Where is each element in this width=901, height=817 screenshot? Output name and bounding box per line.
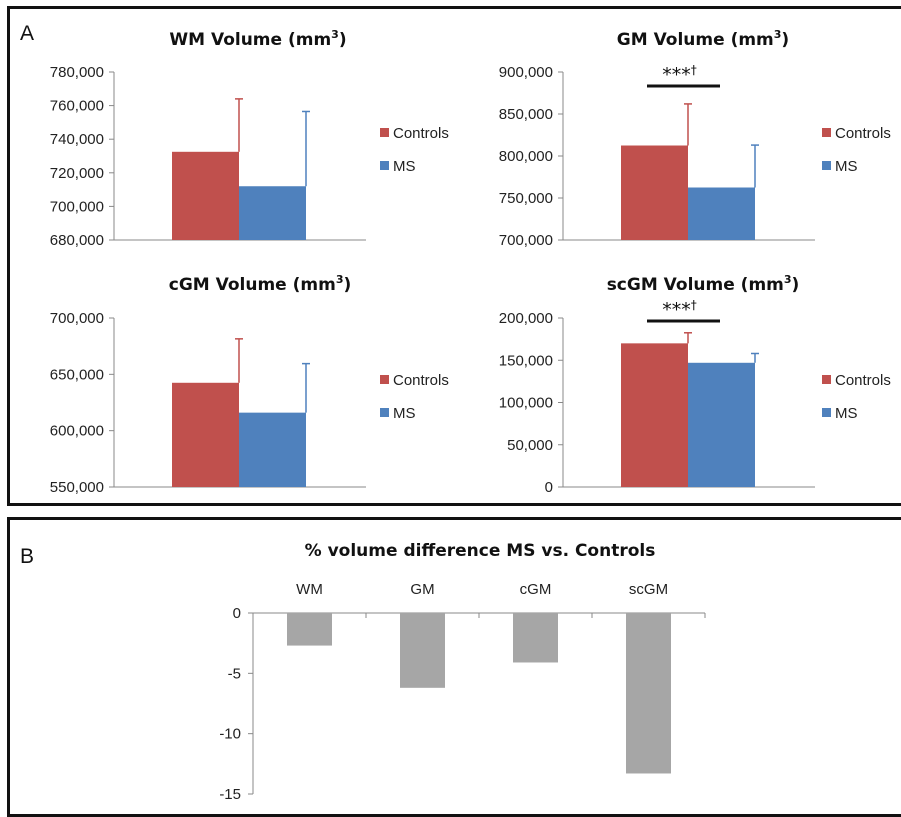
bar-wm	[287, 613, 332, 646]
bar-gm	[400, 613, 445, 688]
volume-chart-3: cGM Volume (mm3) 550,000 600,000 650,000 700…	[50, 273, 449, 496]
y-tick-label: 740,000	[50, 131, 104, 148]
chart-title: WM Volume (mm3)	[169, 28, 346, 50]
y-tick-label: 0	[545, 479, 553, 496]
category-label-wm: WM	[296, 581, 323, 598]
legend-label-ms: MS	[835, 158, 858, 175]
category-label-scgm: scGM	[629, 581, 668, 598]
legend-swatch-ms	[822, 408, 831, 417]
bar-ms	[688, 187, 755, 240]
y-tick-label: 100,000	[499, 395, 553, 412]
legend-label-controls: Controls	[393, 372, 449, 389]
legend-label-controls: Controls	[393, 125, 449, 142]
chart-title: scGM Volume (mm3)	[607, 273, 800, 295]
legend-swatch-controls	[822, 128, 831, 137]
chart-title: % volume difference MS vs. Controls	[305, 541, 656, 561]
y-tick-label: 0	[233, 605, 241, 622]
chart-title: GM Volume (mm3)	[617, 28, 789, 50]
bar-scgm	[626, 613, 671, 774]
y-tick-label: -10	[219, 726, 241, 743]
bar-controls	[172, 151, 239, 240]
y-tick-label: 720,000	[50, 165, 104, 182]
y-tick-label: 850,000	[499, 106, 553, 123]
y-tick-label: 200,000	[499, 310, 553, 327]
y-tick-label: 760,000	[50, 98, 104, 115]
legend-label-controls: Controls	[835, 125, 891, 142]
y-tick-label: -5	[228, 665, 241, 682]
bar-cgm	[513, 613, 558, 663]
y-tick-label: 600,000	[50, 423, 104, 440]
legend-swatch-ms	[380, 161, 389, 170]
difference-chart: % volume difference MS vs. Controls 0 -5 -1…	[219, 541, 706, 803]
category-label-gm: GM	[410, 581, 434, 598]
bar-controls	[621, 343, 688, 487]
legend-label-controls: Controls	[835, 372, 891, 389]
volume-chart-1: WM Volume (mm3) 680,000 700,000 720,000 740,…	[50, 28, 449, 249]
legend-label-ms: MS	[835, 405, 858, 422]
significance-label: ***†	[662, 298, 697, 321]
y-tick-label: 700,000	[50, 310, 104, 327]
legend-swatch-ms	[822, 161, 831, 170]
legend-swatch-controls	[822, 375, 831, 384]
category-label-cgm: cGM	[520, 581, 552, 598]
panel-b-letter: B	[20, 545, 35, 568]
y-tick-label: 800,000	[499, 148, 553, 165]
panel-a-letter: A	[20, 22, 35, 45]
y-tick-label: 650,000	[50, 366, 104, 383]
legend-swatch-controls	[380, 375, 389, 384]
legend-label-ms: MS	[393, 158, 416, 175]
y-tick-label: 700,000	[499, 232, 553, 249]
y-tick-label: 550,000	[50, 479, 104, 496]
bar-ms	[239, 186, 306, 240]
bar-ms	[688, 362, 755, 487]
significance-label: ***†	[662, 63, 697, 86]
bar-ms	[239, 412, 306, 487]
panel-a-frame	[7, 6, 901, 506]
chart-title: cGM Volume (mm3)	[169, 273, 352, 295]
y-tick-label: -15	[219, 786, 241, 803]
volume-chart-4: scGM Volume (mm3) 0 50,000 100,000 150,000 20…	[499, 273, 891, 496]
volume-chart-2: GM Volume (mm3) 700,000 750,000 800,000 850,…	[499, 28, 891, 249]
y-tick-label: 50,000	[507, 437, 553, 454]
y-tick-label: 750,000	[499, 190, 553, 207]
legend-label-ms: MS	[393, 405, 416, 422]
y-tick-label: 150,000	[499, 352, 553, 369]
y-tick-label: 780,000	[50, 64, 104, 81]
legend-swatch-controls	[380, 128, 389, 137]
bar-controls	[621, 145, 688, 240]
legend-swatch-ms	[380, 408, 389, 417]
y-tick-label: 900,000	[499, 64, 553, 81]
y-tick-label: 700,000	[50, 198, 104, 215]
bar-controls	[172, 382, 239, 487]
y-tick-label: 680,000	[50, 232, 104, 249]
